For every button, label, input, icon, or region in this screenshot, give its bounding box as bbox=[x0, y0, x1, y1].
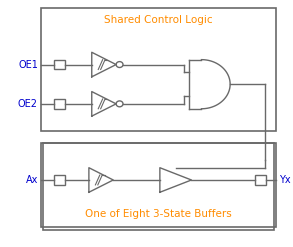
Text: Ax: Ax bbox=[25, 175, 38, 185]
Bar bbox=[41, 143, 276, 227]
Text: OE1: OE1 bbox=[18, 60, 38, 70]
Text: One of Eight 3-State Buffers: One of Eight 3-State Buffers bbox=[85, 209, 232, 219]
Bar bbox=[43, 143, 274, 230]
Text: Yx: Yx bbox=[279, 175, 291, 185]
Text: Shared Control Logic: Shared Control Logic bbox=[104, 15, 213, 25]
Bar bbox=[41, 8, 276, 131]
Text: OE2: OE2 bbox=[18, 99, 38, 109]
Bar bbox=[54, 175, 65, 185]
Bar bbox=[54, 60, 65, 69]
Bar bbox=[54, 99, 65, 108]
Bar bbox=[255, 175, 266, 185]
